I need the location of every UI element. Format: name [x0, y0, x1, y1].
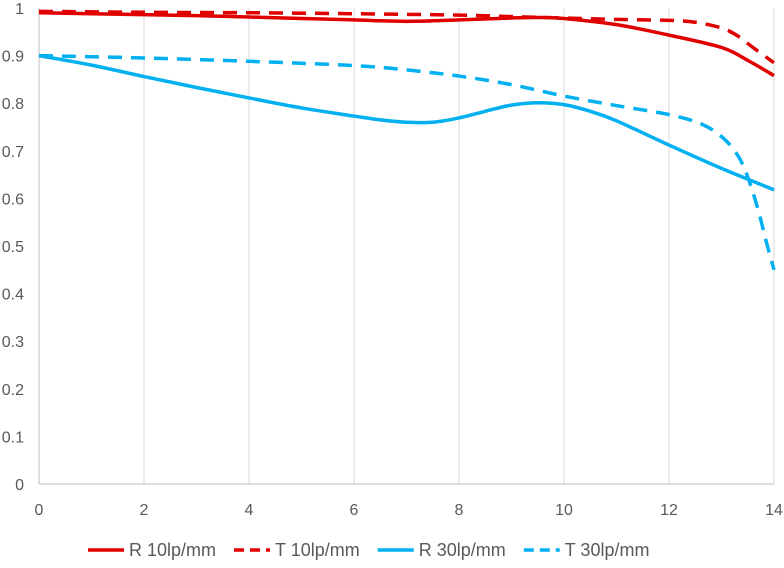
x-tick-label: 12	[660, 502, 678, 519]
legend-label: T 30lp/mm	[565, 540, 650, 560]
legend: R 10lp/mm T 10lp/mm R 30lp/mm T 30lp/mm	[88, 540, 649, 560]
x-tick-label: 4	[245, 502, 254, 519]
series-line-r-30lp-mm	[38, 53, 775, 192]
x-tick-label: 6	[350, 502, 359, 519]
tick-labels: 00.10.20.30.40.50.60.70.80.910 2 4 6 8 10 12 14	[2, 1, 783, 519]
x-tick-label: 10	[555, 502, 573, 519]
y-tick-label: 1	[15, 1, 24, 18]
legend-label: R 30lp/mm	[419, 540, 506, 560]
series-line-t-10lp-mm	[38, 9, 776, 65]
y-tick-label: 0.4	[2, 287, 24, 304]
x-tick-label: 2	[140, 502, 149, 519]
y-tick-label: 0.8	[2, 96, 24, 113]
y-tick-label: 0.5	[2, 239, 24, 256]
series-line-t-30lp-mm	[38, 53, 776, 271]
y-tick-label: 0.1	[2, 429, 24, 446]
y-tick-label: 0	[15, 477, 24, 494]
y-tick-label: 0.3	[2, 334, 24, 351]
y-tick-label: 0.6	[2, 191, 24, 208]
y-tick-label: 0.9	[2, 49, 24, 66]
legend-label: T 10lp/mm	[275, 540, 360, 560]
x-tick-label: 14	[765, 502, 783, 519]
gridlines	[143, 8, 775, 484]
x-tick-label: 0	[35, 502, 44, 519]
legend-label: R 10lp/mm	[129, 540, 216, 560]
x-tick-label: 8	[455, 502, 464, 519]
series-lines	[38, 9, 776, 271]
y-tick-label: 0.7	[2, 144, 24, 161]
series-line-r-10lp-mm	[38, 11, 775, 78]
y-tick-label: 0.2	[2, 382, 24, 399]
axes	[38, 8, 774, 485]
